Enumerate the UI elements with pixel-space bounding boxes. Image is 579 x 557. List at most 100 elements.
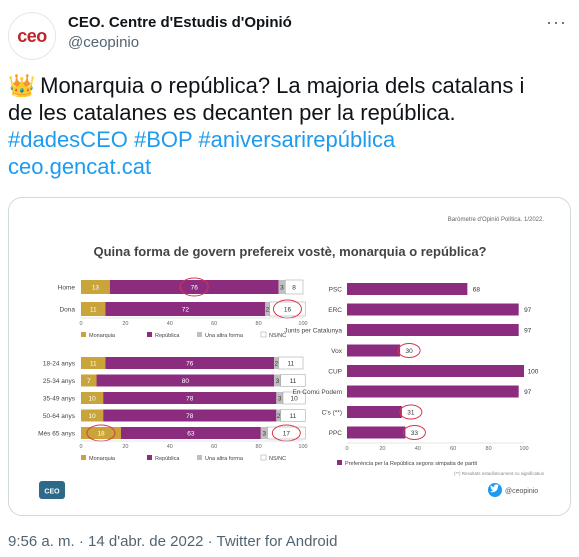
age-chart-legend-label: República: [155, 456, 180, 462]
source-note: Baròmetre d'Opinió Política. 1/2022.: [448, 217, 545, 223]
age-chart-bar-segment: [103, 409, 277, 422]
party-chart-x-tick-label: 60: [450, 446, 456, 452]
party-chart-legend-label: Preferència per la República segons simp…: [345, 461, 478, 467]
author-handle[interactable]: @ceopinio: [68, 34, 140, 51]
age-chart-legend-label: Una altra forma: [205, 456, 244, 462]
party-chart-bar: [347, 344, 401, 357]
age-chart-data-label: 80: [182, 378, 190, 385]
gender-chart-highlight-circle: [179, 277, 209, 297]
gender-chart-data-label: 76: [191, 285, 199, 292]
gender-chart-legend-swatch: [81, 332, 86, 337]
age-chart-legend-swatch: [81, 455, 86, 460]
avatar[interactable]: ceo: [8, 12, 56, 60]
age-chart-bar-segment: [81, 392, 104, 404]
party-chart-bar: [347, 303, 519, 316]
gender-chart-legend-label: Una altra forma: [205, 333, 244, 339]
age-chart-bar-segment: [278, 356, 304, 370]
age-chart-data-label: 10: [88, 413, 96, 420]
party-chart-legend-swatch: [337, 460, 342, 465]
age-chart-bar-segment: [274, 357, 279, 369]
age-chart-category-label: 50-64 anys: [43, 413, 76, 420]
age-chart-bar-segment: [280, 409, 306, 422]
gender-chart-bar-segment: [278, 280, 286, 294]
age-chart-data-label: 76: [186, 361, 194, 368]
age-chart-data-label: 78: [186, 413, 194, 420]
party-chart-bar: [347, 283, 468, 295]
party-chart-highlight-circle: [399, 404, 423, 420]
party-chart-category-label: C's (**): [322, 410, 342, 417]
gender-chart-bar-segment: [109, 280, 279, 294]
party-chart-category-label: PSC: [329, 287, 343, 294]
party-chart-data-label: 31: [407, 410, 415, 417]
gender-chart-data-label: 72: [182, 307, 190, 314]
gender-chart-bar-segment: [269, 301, 306, 317]
party-chart-data-label: 97: [524, 307, 532, 314]
age-chart-x-tick-label: 60: [211, 444, 217, 450]
gender-chart-data-label: 3: [280, 285, 284, 292]
party-chart-data-label: 30: [405, 348, 413, 355]
infographic-image[interactable]: Baròmetre d'Opinió Política. 1/2022. Quin…: [8, 197, 571, 516]
crown-emoji-icon: 👑: [8, 73, 36, 98]
gender-chart-bar-segment: [284, 279, 304, 295]
gender-chart-legend-swatch: [147, 332, 152, 337]
party-chart-category-label: Junts per Catalunya: [284, 328, 342, 335]
party-chart-x-tick-label: 40: [415, 446, 421, 452]
age-chart-bar-segment: [267, 426, 306, 440]
gender-chart-legend-label: República: [155, 333, 180, 339]
gender-chart-data-label: 11: [90, 307, 97, 314]
age-chart-bar-segment: [276, 392, 284, 404]
author-name[interactable]: CEO. Centre d'Estudis d'Opinió: [68, 14, 292, 31]
age-chart-data-label: 10: [291, 396, 299, 403]
hashtag-links[interactable]: #dadesCEO #BOP #aniversarirepública: [8, 127, 396, 152]
age-chart-x-tick-label: 40: [167, 444, 173, 450]
gender-chart-x-tick-label: 0: [79, 321, 82, 327]
party-chart-bar: [347, 426, 406, 439]
age-chart-bar-segment: [120, 427, 261, 439]
party-chart-data-label: 97: [524, 389, 532, 396]
age-chart-bar-segment: [81, 374, 97, 387]
tweet-text: 👑 Monarquia o república? La majoria dels…: [8, 72, 573, 180]
party-chart-x-tick-label: 80: [486, 446, 492, 452]
avatar-logo-text: ceo: [17, 25, 47, 46]
party-chart-bar: [347, 365, 524, 377]
party-chart-category-label: CUP: [328, 369, 342, 376]
age-chart-x-tick-label: 80: [256, 444, 262, 450]
more-dots-icon[interactable]: ···: [546, 12, 567, 32]
age-chart-bar-segment: [81, 357, 106, 369]
twitter-bird-glyph: [490, 484, 500, 493]
age-chart-category-label: 25-34 anys: [43, 378, 76, 385]
age-chart-data-label: 3: [276, 378, 280, 385]
age-chart-data-label: 11: [90, 361, 97, 368]
age-chart-x-tick-label: 100: [298, 444, 307, 450]
age-chart-data-label: 63: [187, 431, 195, 438]
age-chart-bar-segment: [280, 374, 306, 387]
age-chart-data-label: 18: [97, 431, 105, 438]
infographic-title: Quina forma de govern prefereix vostè, m…: [94, 244, 487, 259]
url-link[interactable]: ceo.gencat.cat: [8, 154, 152, 179]
gender-chart-bar-segment: [105, 302, 266, 316]
age-chart-x-tick-label: 0: [79, 444, 82, 450]
gender-chart-bar-segment: [265, 302, 270, 316]
age-chart-data-label: 17: [283, 431, 291, 438]
tweet-timestamp[interactable]: 9:56 a. m. · 14 d'abr. de 2022 · Twitter…: [8, 533, 338, 550]
gender-chart-bar-segment: [81, 280, 110, 294]
gender-chart-x-tick-label: 20: [122, 321, 128, 327]
party-chart-data-label: 33: [411, 430, 419, 437]
party-chart-x-tick-label: 20: [379, 446, 385, 452]
age-chart-category-label: 18-24 anys: [43, 361, 76, 368]
gender-chart-x-tick-label: 60: [211, 321, 217, 327]
age-chart-category-label: 35-49 anys: [43, 396, 76, 403]
gender-chart-x-tick-label: 40: [167, 321, 173, 327]
party-chart-category-label: PPC: [329, 430, 343, 437]
party-chart-x-tick-label: 100: [519, 446, 528, 452]
age-chart-bar-segment: [103, 392, 277, 404]
age-chart-x-tick-label: 20: [122, 444, 128, 450]
age-chart-bar-segment: [81, 409, 104, 422]
age-chart-bar-segment: [260, 427, 268, 439]
age-chart-category-label: Més 65 anys: [38, 431, 76, 438]
age-chart-data-label: 3: [262, 431, 266, 438]
gender-chart-data-label: 16: [284, 307, 292, 314]
age-chart-data-label: 3: [278, 396, 282, 403]
age-chart-legend-label: NS/NC: [269, 456, 286, 462]
party-chart-highlight-circle: [397, 343, 421, 358]
